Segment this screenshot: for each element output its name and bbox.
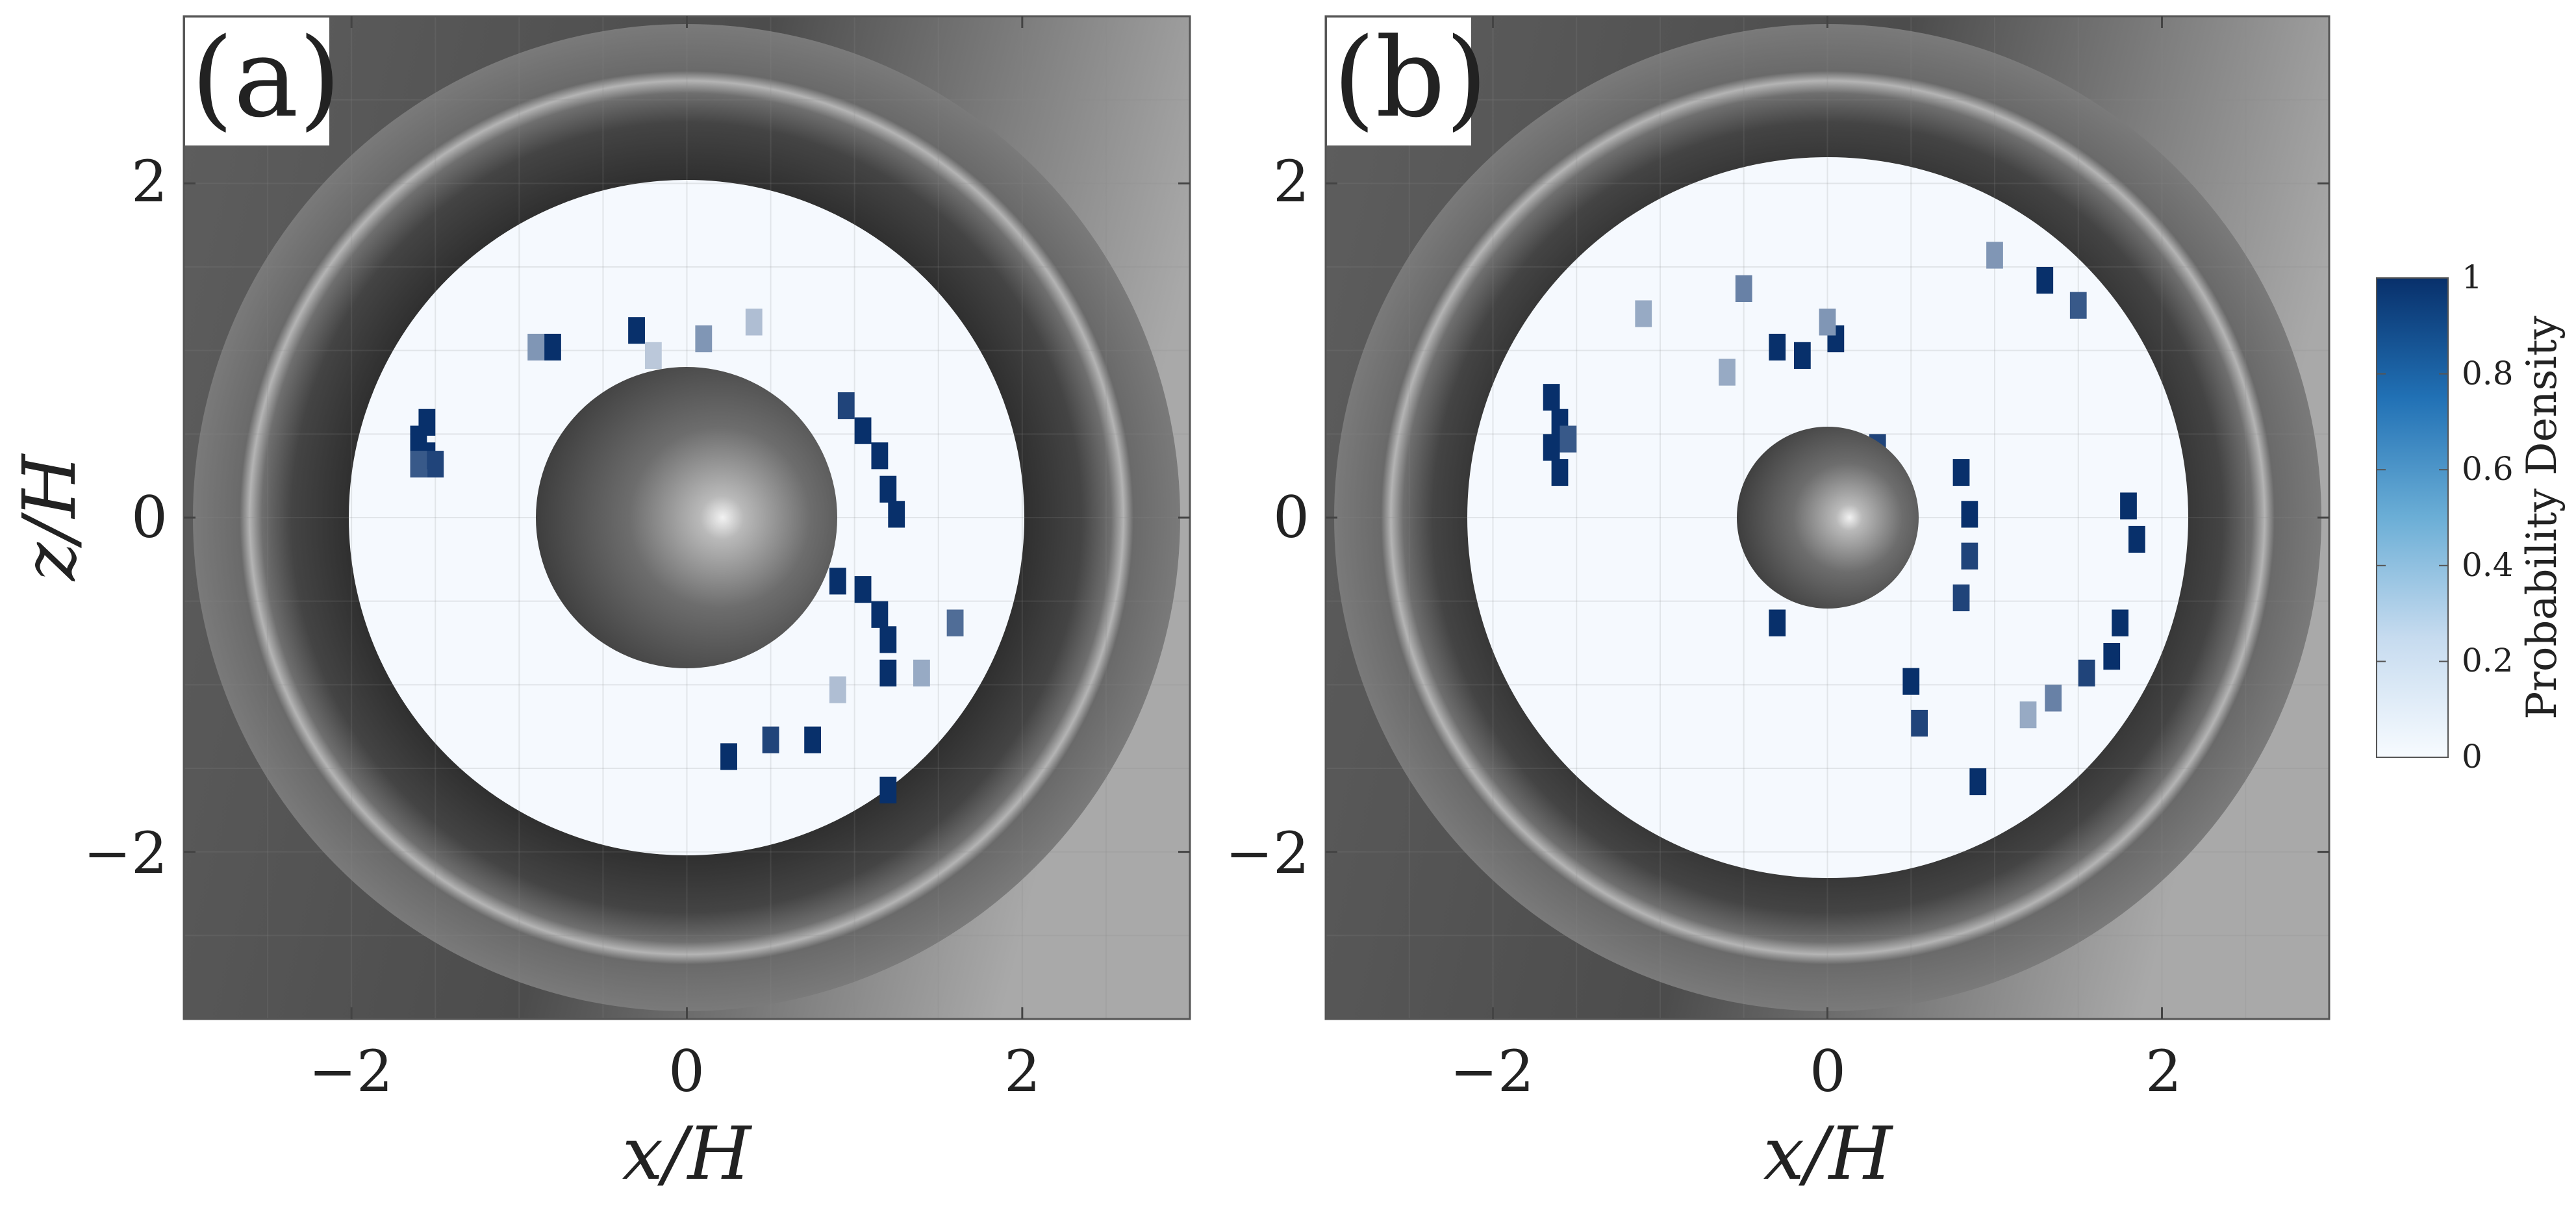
density-cell bbox=[2045, 685, 2062, 712]
density-cell bbox=[427, 451, 444, 478]
density-cell bbox=[1952, 459, 1970, 486]
density-cell bbox=[1969, 768, 1987, 796]
tick-marks bbox=[184, 16, 1190, 1019]
density-cell bbox=[854, 576, 872, 603]
panel-a: (a) −2 0 2 2 0 −2 x/H z/H bbox=[8, 14, 1191, 1196]
colorbar: 0 0.2 0.4 0.6 0.8 1 Probability Density bbox=[2376, 258, 2566, 775]
density-cell bbox=[1543, 434, 1560, 461]
density-cell bbox=[1961, 542, 1978, 570]
density-cell bbox=[1902, 668, 1920, 695]
density-cell bbox=[628, 317, 645, 344]
colorbar-label: Probability Density bbox=[2518, 316, 2566, 720]
colorbar-tick-label: 0.6 bbox=[2462, 450, 2514, 488]
density-cell bbox=[879, 475, 897, 503]
panel-label: (a) bbox=[191, 14, 341, 142]
density-cell bbox=[2103, 643, 2121, 670]
panel-b: (b) −2 0 2 2 0 −2 x/H bbox=[1225, 14, 2330, 1196]
density-cell bbox=[1911, 709, 1928, 737]
y-axis-label: z/H bbox=[8, 453, 92, 582]
density-cell bbox=[837, 392, 855, 420]
density-cell bbox=[1952, 584, 1970, 612]
density-cell bbox=[879, 626, 897, 653]
density-cell bbox=[2128, 525, 2145, 553]
density-cell bbox=[1986, 242, 2003, 269]
density-cell bbox=[410, 451, 427, 478]
y-tick-label: −2 bbox=[1225, 820, 1309, 887]
density-cell bbox=[644, 342, 662, 369]
x-tick-label: 0 bbox=[668, 1038, 705, 1105]
x-tick-label: 2 bbox=[2145, 1038, 2182, 1105]
density-cell bbox=[879, 776, 897, 804]
density-cell bbox=[2069, 292, 2087, 319]
y-tick-label: −2 bbox=[83, 820, 168, 887]
x-tick-label: 0 bbox=[1810, 1038, 1846, 1105]
density-cell bbox=[804, 726, 822, 753]
sphere bbox=[1737, 427, 1919, 609]
x-tick-label: 2 bbox=[1004, 1038, 1041, 1105]
panel-label-box bbox=[185, 18, 329, 145]
density-cell bbox=[2112, 609, 2128, 636]
density-cell bbox=[1735, 275, 1752, 303]
colorbar-tick-label: 0.4 bbox=[2462, 546, 2514, 584]
density-cell bbox=[829, 568, 846, 595]
x-axis-label: x/H bbox=[1763, 1112, 1894, 1196]
density-cell bbox=[695, 325, 713, 353]
colorbar-ticks bbox=[2377, 277, 2448, 758]
y-tick-label: 0 bbox=[1273, 484, 1309, 551]
density-cell bbox=[1719, 359, 1736, 386]
density-cell bbox=[871, 601, 889, 628]
density-cell bbox=[871, 442, 889, 470]
density-cell bbox=[1543, 384, 1560, 411]
density-cell bbox=[888, 501, 905, 528]
sphere bbox=[536, 367, 837, 668]
density-cell bbox=[544, 333, 561, 361]
density-cell bbox=[2078, 659, 2095, 686]
density-cell bbox=[1819, 308, 1836, 336]
density-cell bbox=[1635, 300, 1652, 327]
density-cells bbox=[410, 308, 964, 804]
colorbar-gradient bbox=[2376, 277, 2449, 758]
density-cell bbox=[1551, 459, 1569, 486]
panel-label-box bbox=[1327, 18, 1471, 145]
panel-label: (b) bbox=[1333, 14, 1488, 142]
y-tick-label: 0 bbox=[131, 484, 168, 551]
colorbar-tick-label: 0.8 bbox=[2462, 355, 2514, 392]
density-cell bbox=[1961, 501, 1978, 528]
tick-marks bbox=[1326, 16, 2329, 1019]
density-cell bbox=[2019, 701, 2037, 729]
density-cell bbox=[1769, 609, 1786, 636]
y-tick-label: 2 bbox=[1273, 148, 1309, 215]
density-cell bbox=[745, 308, 763, 336]
density-cells bbox=[1543, 242, 2145, 796]
density-cell bbox=[913, 659, 930, 686]
y-tick-label: 2 bbox=[131, 148, 168, 215]
colorbar-tick-label: 0 bbox=[2462, 738, 2482, 775]
density-cell bbox=[829, 676, 846, 703]
density-cell bbox=[2120, 492, 2137, 520]
density-cell bbox=[879, 659, 897, 686]
x-axis-label: x/H bbox=[622, 1112, 753, 1196]
x-tick-label: −2 bbox=[1450, 1038, 1534, 1105]
x-tick-label: −2 bbox=[309, 1038, 393, 1105]
gridlines bbox=[184, 16, 1190, 1019]
density-cell bbox=[854, 417, 872, 444]
density-cell bbox=[1794, 342, 1811, 369]
density-cell bbox=[2036, 267, 2054, 294]
density-cell bbox=[762, 726, 779, 753]
density-cell bbox=[1559, 425, 1577, 453]
density-cell bbox=[527, 333, 545, 361]
density-cell bbox=[946, 609, 964, 636]
colorbar-tick-label: 1 bbox=[2462, 258, 2482, 296]
density-cell bbox=[720, 743, 737, 770]
colorbar-tick-label: 0.2 bbox=[2462, 642, 2514, 679]
density-cell bbox=[1769, 333, 1786, 361]
